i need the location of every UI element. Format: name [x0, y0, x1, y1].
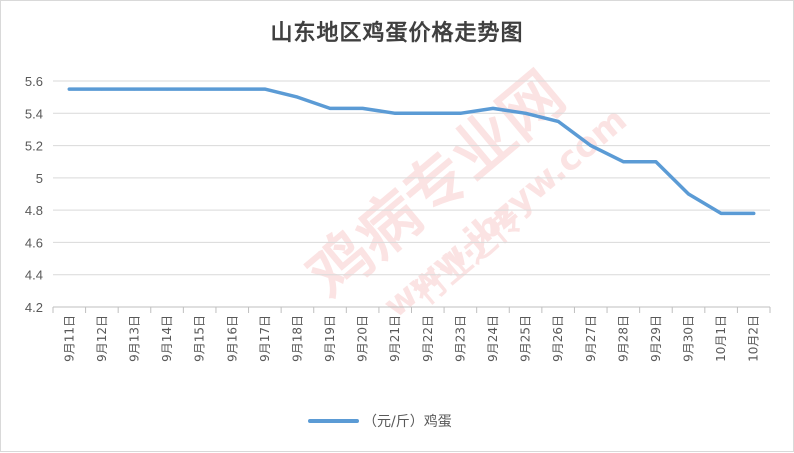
data-point	[132, 87, 136, 91]
x-tick-label: 9月14日	[160, 315, 174, 362]
series-lines	[67, 87, 756, 216]
x-tick-label: 10月2日	[747, 315, 761, 362]
y-tick-label: 5.4	[25, 106, 43, 121]
data-point	[426, 111, 430, 115]
watermark: 鸡病专业网 www.jbzyw.com 行业之传	[294, 57, 635, 326]
data-point	[458, 111, 462, 115]
legend-label: （元/斤）鸡蛋	[363, 413, 452, 430]
series-line	[67, 87, 756, 216]
x-tick-label: 9月22日	[421, 315, 435, 362]
data-point	[165, 87, 169, 91]
data-point	[556, 119, 560, 123]
x-tick-label: 9月13日	[127, 315, 141, 362]
chart-title: 山东地区鸡蛋价格走势图	[270, 20, 524, 46]
legend: （元/斤）鸡蛋	[308, 413, 452, 430]
x-tick-label: 9月15日	[193, 315, 207, 362]
y-tick-label: 4.2	[25, 300, 43, 315]
x-tick-label: 9月19日	[323, 315, 337, 362]
data-point	[752, 211, 756, 215]
x-tick-label: 9月24日	[486, 315, 500, 362]
data-point	[719, 211, 723, 215]
x-tick-label: 9月30日	[682, 315, 696, 362]
x-tick-label: 9月12日	[95, 315, 109, 362]
x-tick-label: 9月17日	[258, 315, 272, 362]
data-point	[589, 144, 593, 148]
y-tick-label: 4.6	[25, 235, 43, 250]
x-tick-label: 9月28日	[616, 315, 630, 362]
x-tick-label: 9月23日	[453, 315, 467, 362]
data-point	[328, 106, 332, 110]
x-tick-label: 9月16日	[225, 315, 239, 362]
data-point	[67, 87, 71, 91]
data-point	[230, 87, 234, 91]
data-point	[654, 160, 658, 164]
y-axis-ticks: 5.6 5.4 5.2 5 4.8 4.6 4.4 4.2	[25, 74, 43, 315]
data-point	[361, 106, 365, 110]
y-tick-label: 4.8	[25, 203, 43, 218]
data-point	[524, 111, 528, 115]
y-tick-label: 5	[36, 171, 43, 186]
x-tick-label: 9月11日	[62, 315, 76, 362]
x-tick-label: 9月21日	[388, 315, 402, 362]
y-tick-label: 5.6	[25, 74, 43, 89]
x-tick-label: 9月26日	[551, 315, 565, 362]
data-point	[263, 87, 267, 91]
data-point	[491, 106, 495, 110]
x-tick-label: 9月20日	[356, 315, 370, 362]
x-tick-label: 9月18日	[290, 315, 304, 362]
y-tick-label: 5.2	[25, 139, 43, 154]
data-point	[621, 160, 625, 164]
data-point	[295, 95, 299, 99]
data-point	[198, 87, 202, 91]
data-point	[100, 87, 104, 91]
x-tick-label: 9月29日	[649, 315, 663, 362]
x-tick-label: 10月1日	[714, 315, 728, 362]
x-axis: 9月11日 9月12日 9月13日 9月14日 9月15日 9月16日 9月17日 9月18日…	[52, 306, 771, 362]
data-point	[393, 111, 397, 115]
y-tick-label: 4.4	[25, 268, 43, 283]
x-tick-label: 9月25日	[519, 315, 533, 362]
data-point	[687, 192, 691, 196]
x-tick-label: 9月27日	[584, 315, 598, 362]
